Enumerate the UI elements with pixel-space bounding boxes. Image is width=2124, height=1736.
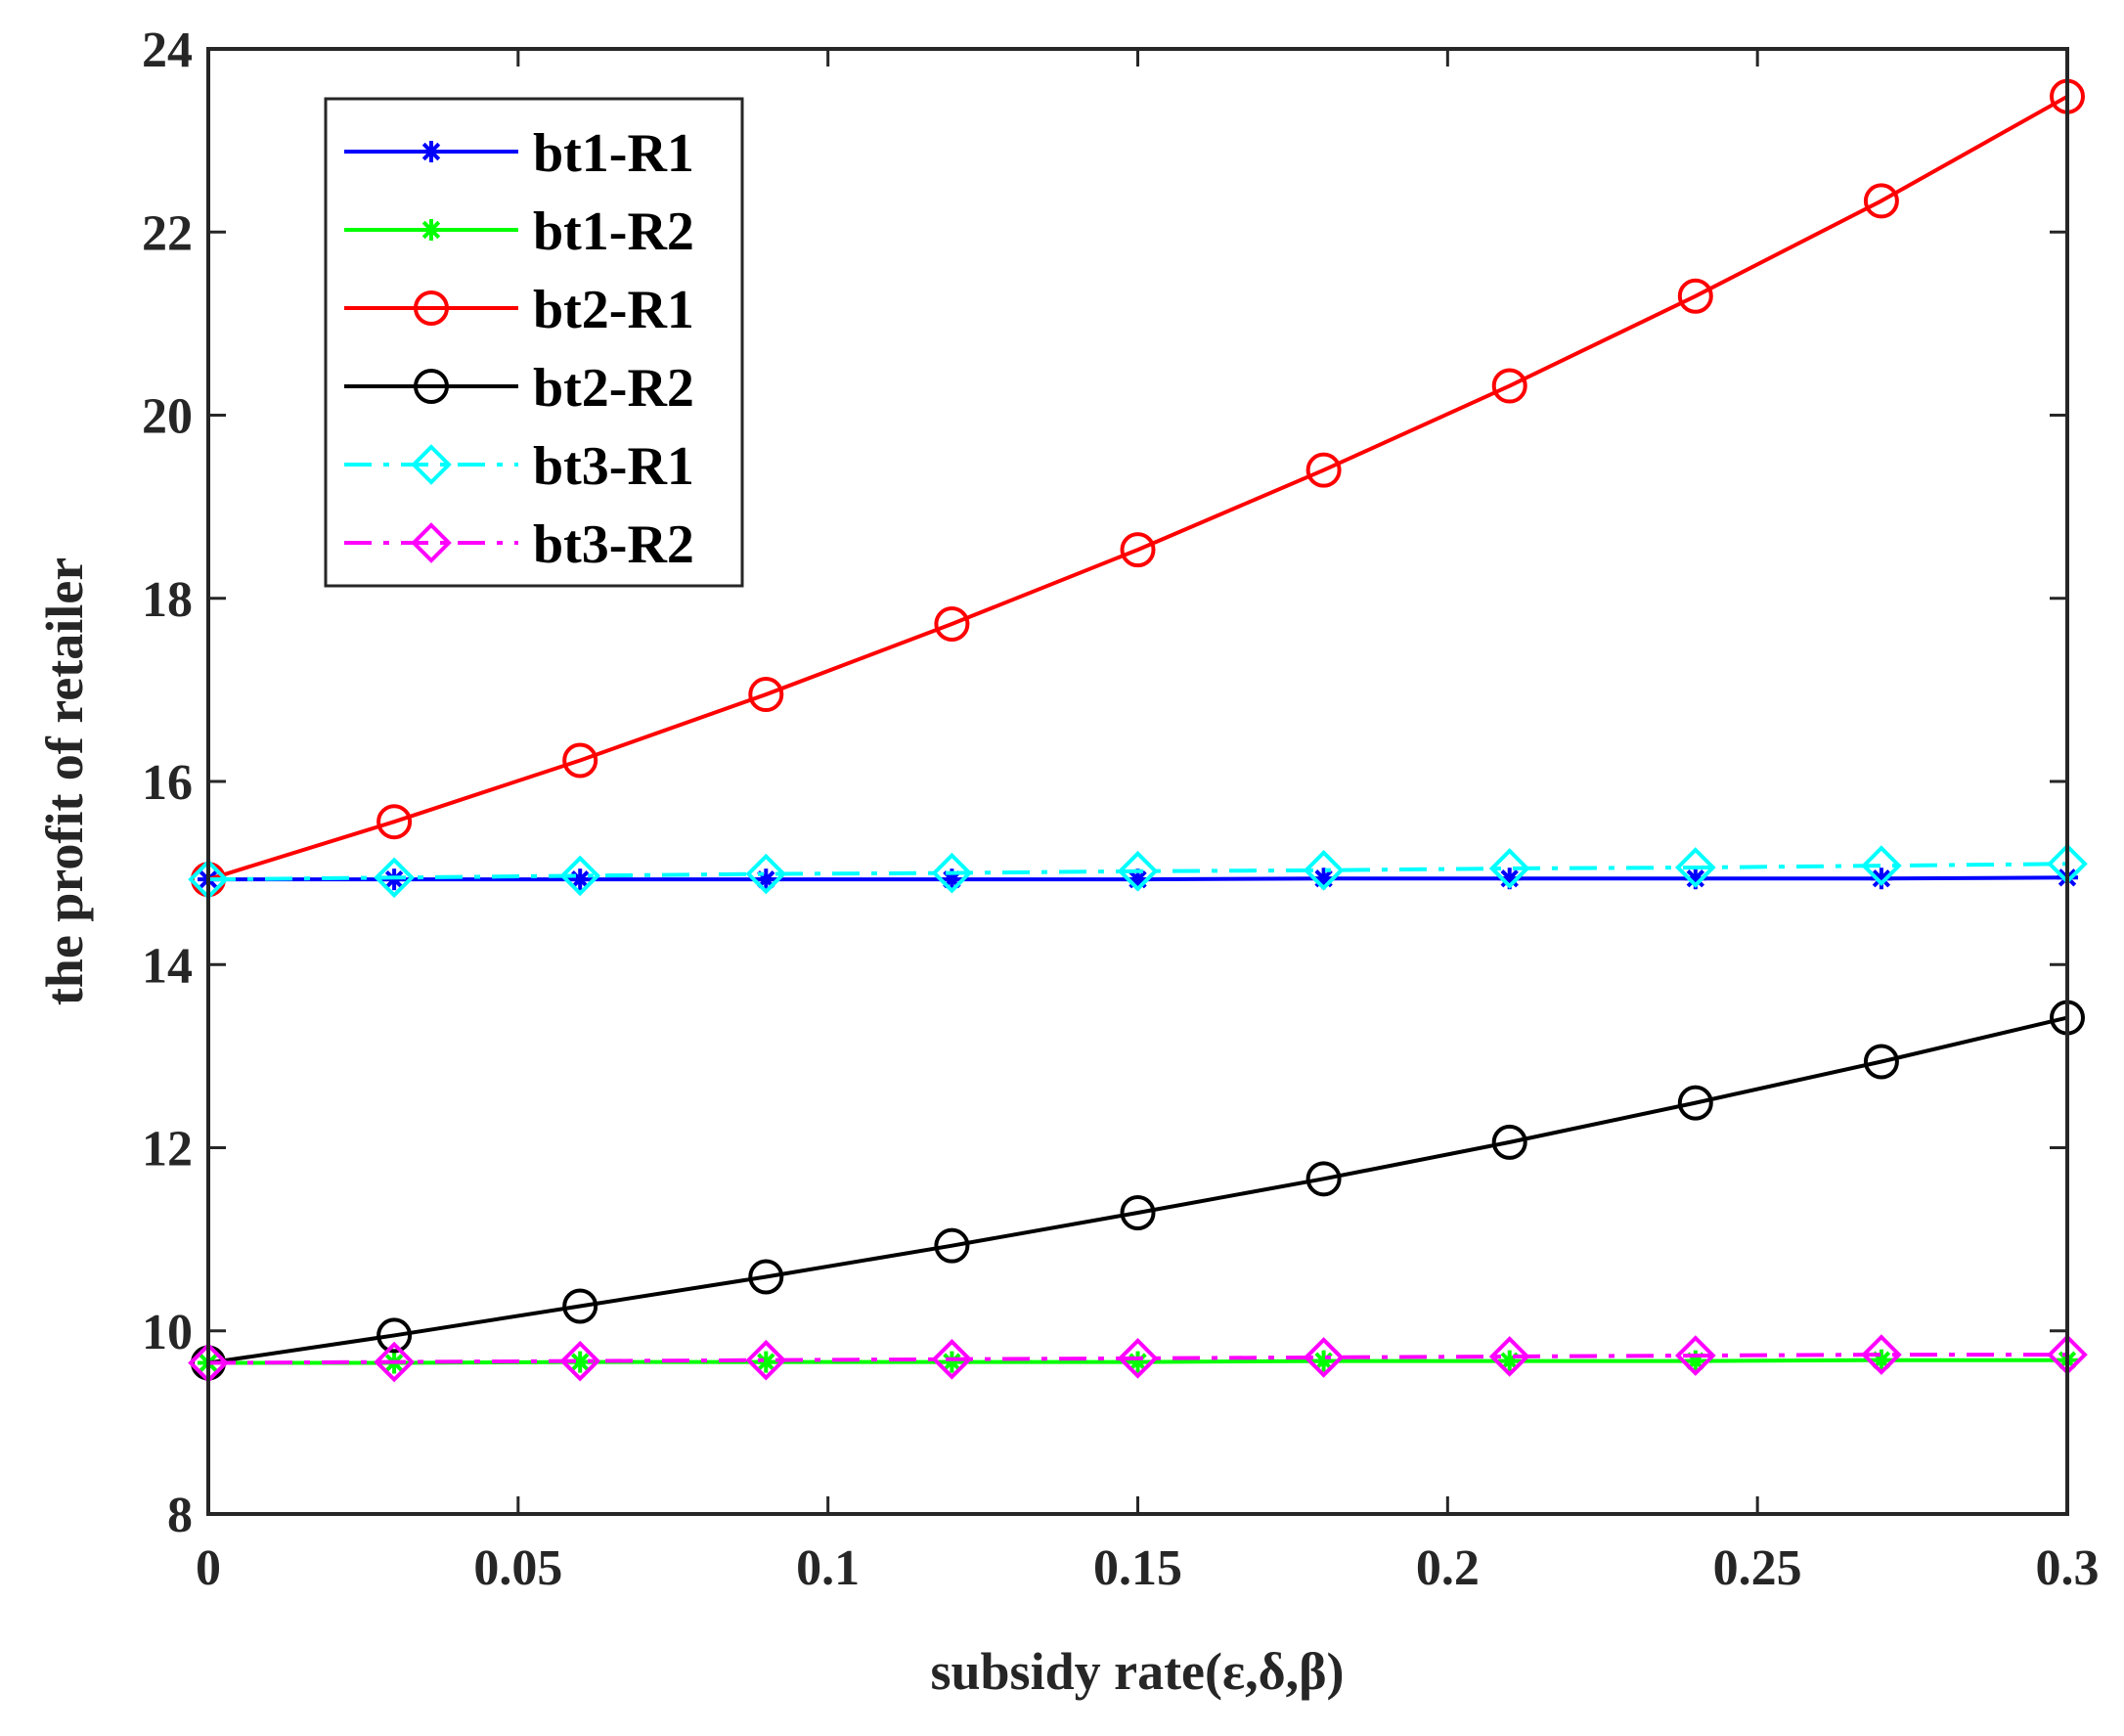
data-point-bt2-R1 [1863, 183, 1899, 219]
legend-marker [414, 369, 449, 404]
data-point-bt3-R1 [1674, 847, 1716, 888]
data-point-bt2-R1 [748, 677, 784, 713]
data-point-bt3-R1 [1488, 848, 1530, 889]
data-point-bt2-R2 [1120, 1194, 1156, 1230]
data-point-bt2-R1 [1491, 368, 1527, 404]
x-tick-label: 0.3 [2036, 1540, 2100, 1596]
legend-item-bt3-R2: bt3-R2 [344, 514, 694, 575]
legend-label: bt3-R1 [533, 436, 694, 497]
series-line-bt2-R1 [207, 94, 2068, 882]
legend-marker [420, 141, 442, 162]
data-point-bt3-R2 [1117, 1338, 1159, 1379]
data-point-bt1-R2 [1870, 1349, 1892, 1371]
data-point-bt2-R2 [1863, 1044, 1899, 1080]
y-tick-label: 8 [167, 1488, 193, 1543]
legend-label: bt2-R1 [533, 280, 694, 340]
data-point-bt2-R1 [1120, 532, 1156, 568]
data-point-bt3-R1 [374, 857, 415, 899]
data-point-bt3-R2 [1488, 1336, 1530, 1377]
data-point-bt3-R2 [931, 1338, 973, 1380]
data-point-bt2-R2 [376, 1317, 413, 1354]
data-point-bt2-R1 [1305, 452, 1342, 488]
legend-item-bt1-R2: bt1-R2 [344, 201, 694, 262]
ticks: 0 0.05 0.1 0.15 0.2 0.25 0.3 8 10 12 14 16 18 20 22 24 [142, 22, 2100, 1596]
legend-marker [414, 290, 449, 326]
legend-label: bt1-R1 [533, 123, 694, 184]
x-tick-label: 0.15 [1093, 1540, 1182, 1596]
legend-box [324, 97, 744, 588]
data-point-bt3-R2 [1674, 1335, 1716, 1376]
series-line-bt3-R2 [207, 1353, 2067, 1365]
x-tick-label: 0.05 [473, 1540, 562, 1596]
data-point-bt3-R1 [1303, 849, 1345, 891]
data-point-bt2-R1 [1677, 278, 1713, 314]
y-tick-label: 20 [142, 389, 193, 445]
legend-marker [411, 522, 452, 563]
data-point-bt2-R2 [1677, 1085, 1713, 1121]
data-point-bt3-R1 [1117, 850, 1159, 892]
series-line-bt2-R2 [207, 1015, 2068, 1365]
legend-item-bt3-R1: bt3-R1 [344, 436, 694, 497]
y-tick-label: 16 [142, 755, 193, 811]
series-bt2-R2 [191, 1000, 2085, 1381]
legend-marker [420, 219, 442, 241]
y-axis-title: the profit of retailer [35, 557, 94, 1005]
legend-label: bt3-R2 [533, 514, 694, 575]
legend-label: bt1-R2 [533, 201, 694, 262]
legend: bt1-R1 bt1-R2 bt2-R1 bt2-R2 bt3-R1 bt3-R2 [324, 97, 744, 588]
y-tick-label: 18 [142, 572, 193, 628]
data-point-bt3-R1 [1861, 845, 1902, 886]
y-tick-label: 10 [142, 1305, 193, 1360]
series-line-bt3-R1 [207, 862, 2068, 882]
data-point-bt2-R2 [748, 1259, 784, 1295]
data-point-bt2-R1 [562, 742, 598, 779]
x-axis-title: subsidy rate(ε,δ,β) [930, 1642, 1344, 1701]
x-tick-label: 0.25 [1713, 1540, 1802, 1596]
data-point-bt3-R2 [1303, 1337, 1345, 1378]
data-point-bt2-R2 [562, 1288, 598, 1324]
data-point-bt3-R1 [745, 853, 787, 895]
legend-marker [411, 444, 452, 485]
data-point-bt3-R2 [374, 1341, 415, 1383]
y-tick-label: 22 [142, 205, 193, 261]
x-tick-label: 0.2 [1416, 1540, 1480, 1596]
data-point-bt1-R1 [569, 868, 592, 891]
data-point-bt3-R2 [559, 1340, 601, 1382]
data-point-bt3-R1 [931, 852, 973, 894]
x-tick-label: 0.1 [796, 1540, 860, 1596]
legend-item-bt1-R1: bt1-R1 [344, 123, 694, 184]
legend-item-bt2-R1: bt2-R1 [344, 280, 694, 340]
legend-item-bt2-R2: bt2-R2 [344, 358, 694, 419]
data-point-bt3-R1 [559, 855, 601, 897]
data-point-bt3-R2 [1861, 1334, 1902, 1375]
data-point-bt2-R2 [1305, 1161, 1342, 1197]
x-tick-label: 0 [196, 1540, 221, 1596]
y-tick-label: 24 [142, 22, 193, 78]
data-point-bt2-R2 [934, 1227, 970, 1264]
data-point-bt1-R2 [941, 1351, 963, 1373]
y-tick-label: 14 [142, 938, 193, 994]
data-point-bt2-R2 [1491, 1124, 1527, 1160]
data-point-bt2-R1 [376, 804, 413, 840]
data-point-bt3-R2 [745, 1339, 787, 1381]
data-point-bt1-R1 [755, 868, 777, 891]
data-point-bt2-R1 [934, 605, 970, 642]
y-tick-label: 12 [142, 1122, 193, 1178]
data-point-bt1-R2 [1684, 1350, 1706, 1372]
legend-label: bt2-R2 [533, 358, 694, 419]
series-bt3-R1 [188, 843, 2088, 901]
